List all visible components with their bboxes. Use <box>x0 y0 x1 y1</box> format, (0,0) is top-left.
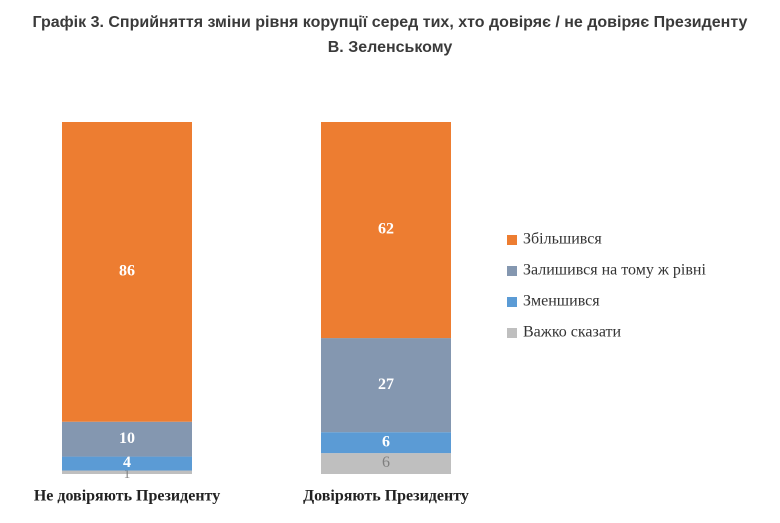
legend-swatch <box>507 235 517 245</box>
x-tick-label: Довіряють Президенту <box>303 488 469 505</box>
data-label: 86 <box>119 263 135 280</box>
data-label: 6 <box>382 454 390 471</box>
data-label: 4 <box>123 454 131 471</box>
legend-label: Зменшився <box>523 293 600 310</box>
data-label: 62 <box>378 221 394 238</box>
data-label: 27 <box>378 376 394 393</box>
legend-label: Збільшився <box>523 231 602 248</box>
bar-segment <box>321 432 451 454</box>
data-label: 1 <box>124 466 131 481</box>
data-label: 10 <box>119 430 135 447</box>
bar-segment <box>321 338 451 433</box>
chart-title: Графік 3. Сприйняття зміни рівня корупці… <box>32 14 748 56</box>
legend-swatch <box>507 266 517 276</box>
legend-label: Важко сказати <box>523 324 622 341</box>
bar-segment <box>321 453 451 474</box>
x-tick-label: Не довіряють Президенту <box>34 488 220 505</box>
legend-swatch <box>507 328 517 338</box>
data-label: 6 <box>382 433 390 450</box>
legend-label: Залишився на тому ж рівні <box>523 262 706 279</box>
bar-segment <box>62 122 192 422</box>
legend-swatch <box>507 297 517 307</box>
bar-segment <box>62 421 192 457</box>
bar-segment <box>321 122 451 339</box>
bar-segment <box>62 456 192 471</box>
bar-segment <box>62 470 192 474</box>
